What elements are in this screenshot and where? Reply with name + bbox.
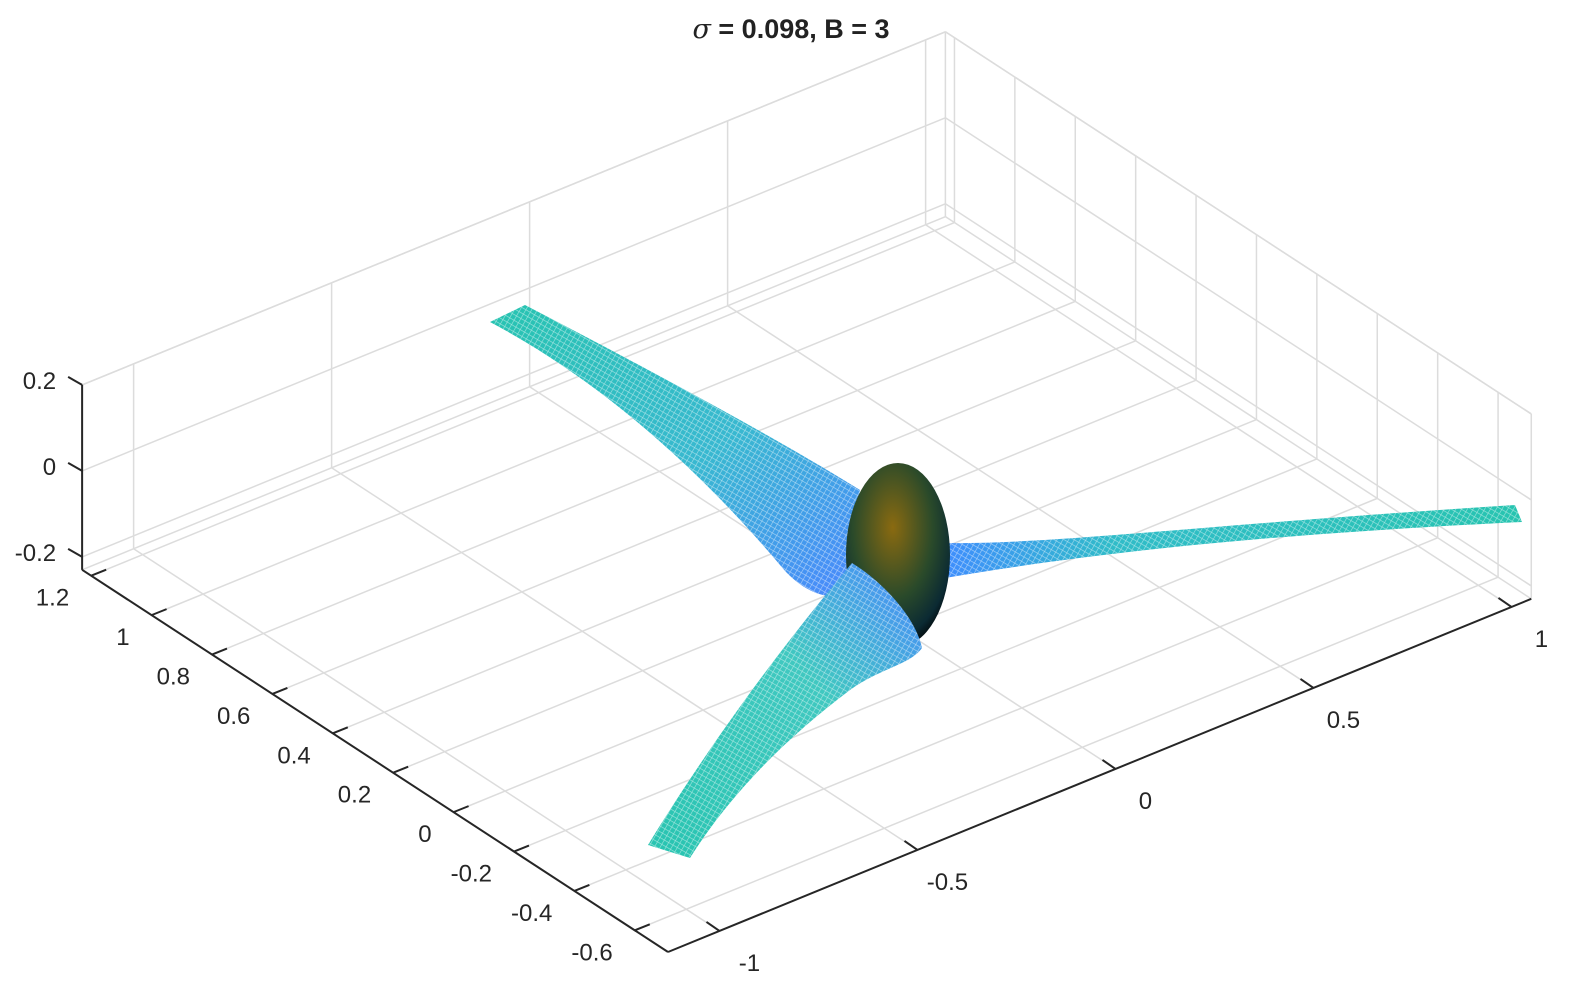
x-tick <box>705 921 721 932</box>
x-tick <box>903 840 919 851</box>
y-tick <box>634 923 651 932</box>
x-tick <box>1101 759 1117 770</box>
grid-line-y <box>151 261 1016 616</box>
y-tick-label: -0.4 <box>511 900 552 927</box>
grid-line-y <box>332 379 1197 735</box>
chart-title: σ = 0.098, B = 3 <box>0 14 1582 45</box>
blade-2 <box>940 505 1522 578</box>
grid-line-y <box>272 340 1136 695</box>
y-tick-label: 0.2 <box>338 782 371 809</box>
x-axis-line <box>667 597 1532 953</box>
y-tick-label: 0.4 <box>277 742 310 769</box>
x-tick-label: 0 <box>1139 788 1152 815</box>
y-tick-label: -0.2 <box>451 861 492 888</box>
box-edge <box>81 215 946 571</box>
y-tick <box>272 687 288 695</box>
z-tick-label: -0.2 <box>15 540 56 567</box>
z-tick <box>67 548 83 558</box>
turbine <box>490 305 1522 858</box>
grid-line-y <box>634 576 1499 932</box>
title-sigma: σ <box>692 14 711 45</box>
x-tick-label: -0.5 <box>927 869 968 896</box>
x-tick-label: 0.5 <box>1327 707 1360 734</box>
y-tick <box>574 884 590 892</box>
y-tick-label: 0.8 <box>157 664 190 691</box>
grid-line-y <box>211 300 1076 656</box>
grid-line-z <box>81 203 946 558</box>
y-tick <box>211 647 228 656</box>
axes <box>67 376 1532 953</box>
grid-line-z <box>944 117 1532 501</box>
blade-1 <box>490 305 860 597</box>
title-text: = 0.098, B = 3 <box>718 14 890 44</box>
z-tick <box>67 376 83 386</box>
y-tick-label: -0.6 <box>571 939 612 966</box>
z-tick-label: 0 <box>43 454 56 481</box>
x-tick <box>1497 597 1513 608</box>
grid-line-z <box>81 117 946 472</box>
y-tick-label: 0.6 <box>217 703 250 730</box>
x-tick-label: 1 <box>1535 626 1548 653</box>
z-tick <box>67 462 83 472</box>
x-tick-label: -1 <box>739 950 760 977</box>
z-tick-label: 0.2 <box>23 368 56 395</box>
grid-line-x <box>727 305 1314 689</box>
grid-line-y <box>90 221 955 577</box>
y-tick <box>513 844 530 853</box>
box-edge <box>944 216 1532 600</box>
y-axis-line <box>81 568 669 953</box>
grid-line-y <box>513 497 1378 853</box>
y-tick <box>151 608 167 617</box>
grid-line-x <box>331 467 918 851</box>
grid-line-x <box>925 224 1512 608</box>
y-tick-label: 1.2 <box>36 585 69 612</box>
y-tick-label: 0 <box>418 821 431 848</box>
x-tick <box>1299 678 1315 689</box>
grid-line-x <box>133 548 720 932</box>
blade-3 <box>648 563 922 858</box>
tick-labels: -1 -0.5 0 0.5 1 -0.6 -0.4 -0.2 0 0.2 0.4 0.6 0.8 1 1.2… <box>15 368 1548 977</box>
grid-line-y <box>574 537 1438 892</box>
y-tick <box>90 568 107 577</box>
box-edge <box>81 31 946 386</box>
y-tick <box>453 805 469 814</box>
box-edge <box>944 31 1532 415</box>
y-tick <box>332 726 349 735</box>
y-tick-label: 1 <box>116 624 129 651</box>
y-tick <box>392 765 409 774</box>
